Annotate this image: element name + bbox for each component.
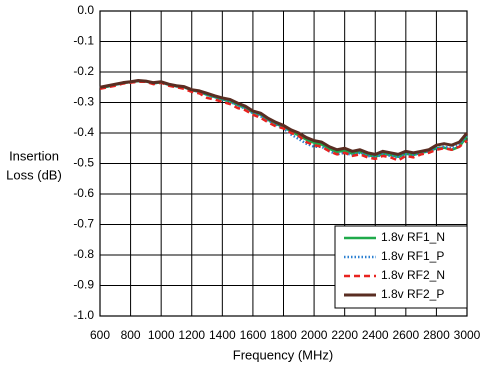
legend-label: 1.8v RF2_P (381, 287, 444, 301)
y-tick-label: -0.8 (73, 247, 94, 261)
series-line (99, 79, 469, 156)
x-tick-label: 600 (90, 328, 110, 342)
x-tick-label: 2000 (301, 328, 328, 342)
y-tick-label: -0.9 (73, 278, 94, 292)
x-tick-label: 800 (121, 328, 141, 342)
y-tick-label: 0.0 (77, 3, 94, 17)
plot-frame (99, 10, 468, 317)
x-tick-label: 1400 (209, 328, 236, 342)
x-tick-label: 2800 (423, 328, 450, 342)
x-tick-label: 1000 (148, 328, 175, 342)
x-axis-label: Frequency (MHz) (233, 347, 333, 362)
y-tick-label: -0.2 (73, 64, 94, 78)
legend-label: 1.8v RF1_P (381, 249, 444, 263)
y-tick-label: -0.7 (73, 217, 94, 231)
x-tick-label: 2600 (392, 328, 419, 342)
x-tick-label: 1600 (240, 328, 267, 342)
y-tick-label: -0.5 (73, 156, 94, 170)
x-tick-label: 1800 (270, 328, 297, 342)
y-tick-label: -0.3 (73, 95, 94, 109)
y-axis-label: Loss (dB) (6, 167, 62, 182)
y-tick-label: -0.4 (73, 125, 94, 139)
legend-label: 1.8v RF2_N (381, 268, 445, 282)
x-tick-label: 2200 (331, 328, 358, 342)
y-tick-label: -0.1 (73, 34, 94, 48)
x-tick-label: 3000 (454, 328, 481, 342)
legend-label: 1.8v RF1_N (381, 230, 445, 244)
y-tick-label: -1.0 (73, 308, 94, 322)
y-axis-label: Insertion (9, 148, 59, 163)
y-tick-label: -0.6 (73, 186, 94, 200)
x-tick-label: 1200 (178, 328, 205, 342)
x-tick-label: 2400 (362, 328, 389, 342)
